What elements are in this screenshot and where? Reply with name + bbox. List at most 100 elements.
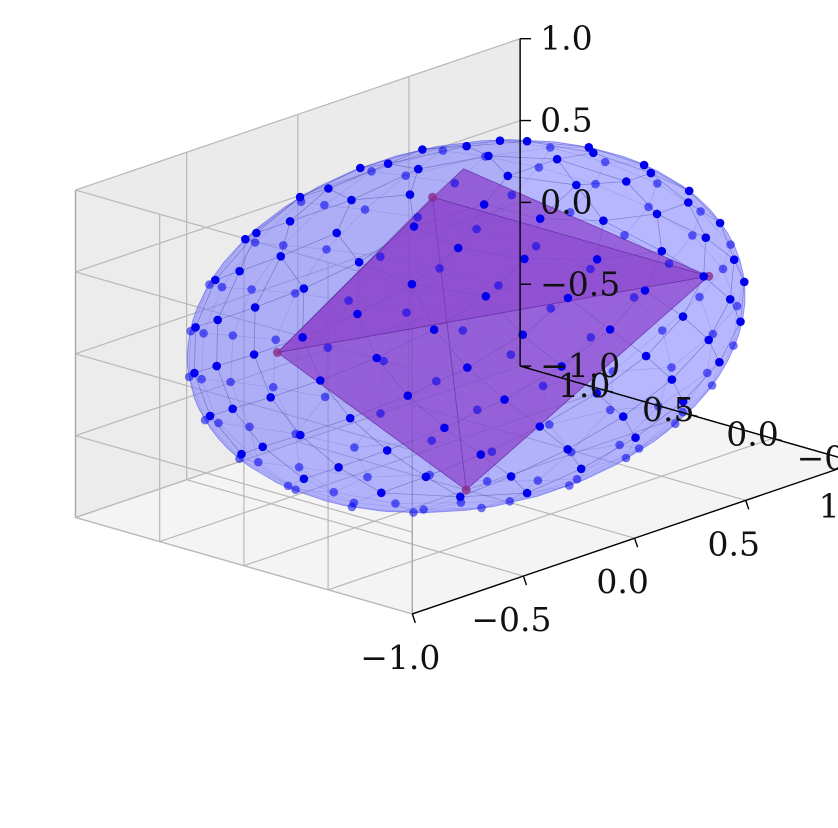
hull-edge (705, 237, 735, 260)
hull-edge (590, 268, 635, 298)
hull-edge (638, 411, 683, 449)
tick-labels: −1.0−0.50.00.51.0−1.0−0.50.00.51.0−1.0−0… (360, 19, 838, 677)
hull-edge (295, 489, 334, 493)
hull-edge (294, 249, 327, 294)
hull-edge (645, 316, 684, 357)
data-point (354, 257, 364, 267)
hull-edge (354, 413, 381, 448)
data-point (729, 341, 738, 350)
data-point (545, 143, 555, 152)
hull-edge (253, 354, 272, 398)
hull-edge (431, 409, 478, 441)
y-tick-label: −0.5 (797, 438, 838, 477)
hull-edge (454, 182, 512, 196)
hull-edge (619, 406, 659, 446)
hull-edge (411, 283, 486, 297)
hull-edge (687, 202, 707, 238)
hull-edge (216, 319, 219, 367)
data-point (482, 477, 492, 486)
hull-edge (249, 426, 259, 463)
hull-edge (485, 156, 539, 168)
hull-edge (413, 204, 485, 227)
hull-edge (417, 216, 477, 230)
hull-edge (364, 209, 418, 218)
data-point (618, 412, 628, 421)
hull-edge (540, 218, 604, 222)
hull-edge (590, 337, 614, 372)
data-point (629, 293, 639, 302)
data-point (322, 245, 331, 254)
data-point (576, 464, 586, 474)
hull-edge (348, 256, 381, 301)
y-tick-label: 1.0 (558, 366, 610, 405)
z-tick-label: −0.5 (540, 264, 620, 303)
data-point (622, 177, 631, 186)
hull-edge (688, 190, 721, 224)
hull-edge (550, 308, 592, 338)
data-point (695, 292, 704, 302)
data-point (205, 411, 215, 421)
tetrahedron-vertex (461, 485, 471, 495)
data-point (421, 472, 431, 482)
hull-edge (333, 491, 396, 504)
x-tick-mark (745, 500, 750, 510)
data-point (487, 447, 497, 457)
data-point (592, 389, 602, 398)
hull-edge (406, 268, 440, 313)
data-point (197, 374, 206, 384)
hull-edge (188, 376, 206, 421)
hull-edge (336, 199, 352, 234)
hull-edge (204, 419, 240, 459)
hull-edge (280, 221, 291, 257)
hull-edge (295, 396, 326, 435)
data-point (658, 326, 667, 335)
data-point (353, 309, 362, 319)
data-point (667, 375, 677, 384)
hull-edge (699, 268, 724, 298)
hull-edge (275, 339, 328, 349)
hull-edge (682, 361, 720, 402)
hull-edge (303, 466, 339, 480)
hull-edge (232, 335, 276, 341)
hull-edge (550, 268, 591, 309)
y-tick-label: 0.0 (726, 414, 778, 453)
data-point (247, 285, 256, 294)
hull-edge (719, 321, 741, 363)
data-point (237, 449, 246, 459)
data-point (279, 241, 288, 250)
hull-edge (498, 245, 537, 286)
hull-edge (295, 433, 355, 448)
hull-edge (730, 244, 745, 283)
data-point (670, 419, 680, 429)
hull-edge (221, 286, 252, 290)
hull-edge (351, 506, 414, 513)
data-point (729, 255, 739, 264)
data-point (383, 159, 393, 168)
data-point (522, 136, 532, 146)
hull-edge (603, 220, 662, 252)
data-point (245, 422, 254, 432)
data-point (641, 351, 651, 361)
hull-edge (417, 182, 455, 218)
hull-edge (295, 433, 300, 468)
hull-edge (289, 188, 329, 222)
hull-edge (487, 480, 538, 482)
data-point (644, 202, 653, 212)
hull-edge (661, 250, 704, 277)
hull-edge (406, 312, 463, 331)
hull-edge (251, 289, 296, 294)
hull-edge (433, 296, 486, 330)
hull-edge (381, 476, 427, 494)
data-point (707, 381, 717, 390)
hull-edge (612, 330, 663, 372)
data-point (228, 331, 238, 340)
data-point (725, 295, 735, 304)
data-point (572, 180, 581, 190)
data-point (299, 284, 309, 293)
hull-edge (230, 381, 250, 427)
data-point (228, 404, 237, 414)
hull-edge (719, 222, 735, 260)
data-point (190, 368, 199, 378)
data-point (276, 251, 286, 261)
hull-edge (354, 447, 368, 478)
